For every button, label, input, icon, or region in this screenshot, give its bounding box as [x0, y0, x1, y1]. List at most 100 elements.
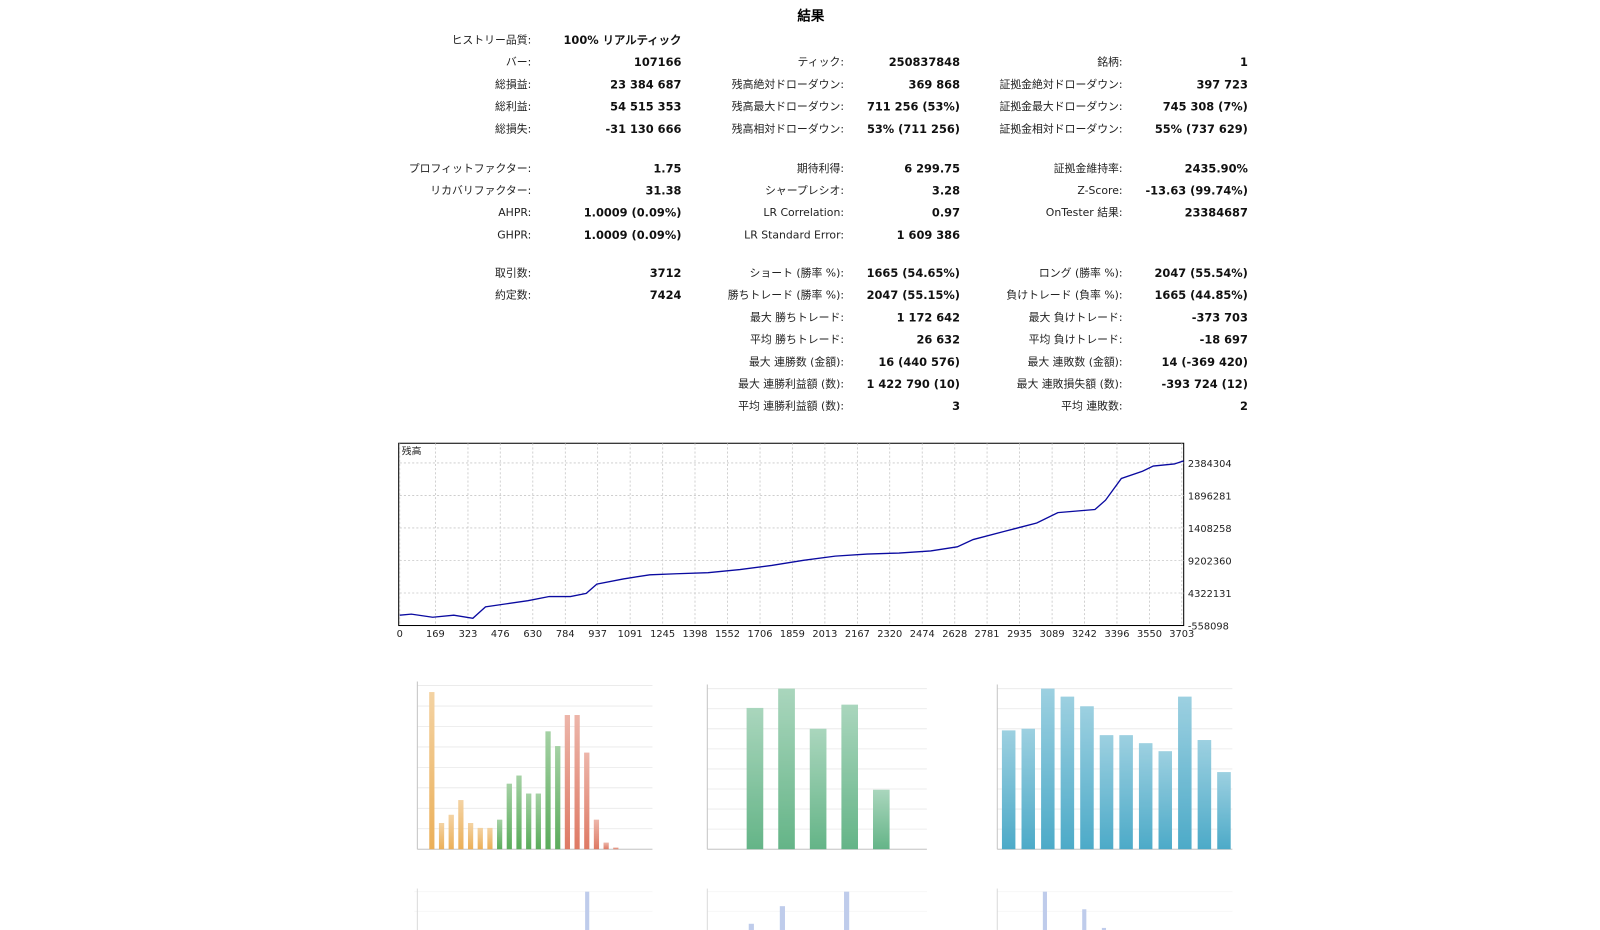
bar-shine [555, 746, 561, 850]
stat-value: 26 632 [916, 333, 960, 347]
x-tick-label: 2167 [845, 629, 870, 640]
faded-bar [1042, 891, 1047, 930]
bar-shine [526, 793, 532, 850]
stat-label: 総利益: [495, 99, 531, 113]
equity-line [399, 460, 1184, 619]
stat-label: OnTester 結果: [1046, 205, 1123, 219]
stat-label: シャープレシオ: [765, 184, 844, 197]
bar-shine [841, 704, 858, 850]
stat-value: 16 (440 576) [878, 355, 960, 369]
bar-shine [497, 819, 503, 850]
stat-label: 最大 負けトレード: [1029, 310, 1123, 324]
x-tick-label: 323 [459, 629, 478, 640]
bar-shine [1021, 728, 1035, 850]
stat-label: LR Standard Error: [744, 228, 844, 241]
stat-value: 1 422 790 (10) [866, 377, 960, 391]
bar-shine [1080, 706, 1094, 850]
stat-label: 総損失: [495, 121, 531, 135]
stat-value: 23 384 687 [610, 77, 681, 91]
bar-shine [467, 823, 474, 850]
faded-bar [585, 891, 590, 930]
stat-label: 証拠金相対ドローダウン: [999, 121, 1122, 135]
x-tick-label: 2781 [975, 629, 1000, 640]
stat-value: 6 299.75 [904, 161, 960, 175]
stat-label: 最大 勝ちトレード: [750, 310, 844, 324]
stat-value: 3712 [650, 266, 682, 280]
stat-label: 最大 連勝利益額 (数): [738, 376, 844, 390]
bar-shine [574, 715, 580, 850]
bar-shine [1178, 696, 1192, 850]
bar-shine [516, 775, 522, 850]
stat-value: 1665 (54.65%) [867, 266, 960, 280]
bar-shine [1041, 688, 1055, 850]
stat-value: 54 515 353 [610, 100, 681, 114]
bar-shine [1099, 735, 1114, 850]
stat-label: ヒストリー品質: [452, 32, 532, 46]
stat-label: Z-Score: [1077, 184, 1122, 197]
stat-label: 取引数: [495, 265, 531, 279]
x-tick-label: 2474 [910, 629, 935, 640]
x-tick-label: 3396 [1104, 629, 1129, 640]
stat-value: 3 [952, 399, 960, 413]
bar-shine [458, 800, 464, 850]
bar-shine [1001, 730, 1016, 850]
stat-value: 1 172 642 [897, 310, 960, 324]
stat-label: ティック: [798, 56, 844, 69]
bar-shine [746, 707, 764, 850]
x-tick-label: 2935 [1007, 629, 1032, 640]
x-tick-label: 169 [426, 629, 445, 640]
faded-bar [844, 891, 850, 930]
faded-bar [779, 906, 785, 930]
stat-value: 107166 [634, 55, 682, 69]
x-tick-label: 1706 [748, 629, 773, 640]
stat-value: 1.75 [653, 161, 681, 175]
bar-shine [448, 814, 454, 850]
stat-label: 勝ちトレード (勝率 %): [728, 288, 844, 302]
stat-value: 397 723 [1196, 77, 1248, 91]
bar-shine [1138, 743, 1153, 850]
bar-shine [584, 752, 590, 850]
stat-label: プロフィットファクター: [409, 162, 531, 175]
y-tick-label: 1408258 [1188, 524, 1232, 535]
x-tick-label: 1245 [650, 629, 675, 640]
stat-value: 2 [1240, 399, 1248, 413]
bar-shine [1119, 735, 1133, 850]
equity-plot [398, 442, 1185, 627]
stat-value: 23384687 [1185, 206, 1248, 220]
bar-shine [1217, 772, 1231, 850]
x-tick-label: 2628 [942, 629, 967, 640]
x-tick-label: 476 [491, 629, 510, 640]
faded-bar [1082, 909, 1087, 930]
stat-label: 最大 連敗損失額 (数): [1017, 376, 1123, 390]
stat-label: 残高相対ドローダウン: [732, 121, 844, 135]
stat-value: 53% (711 256) [867, 122, 960, 136]
x-tick-label: 630 [523, 629, 542, 640]
x-tick-label: 3703 [1169, 629, 1194, 640]
stat-label: GHPR: [497, 228, 531, 241]
stat-label: 証拠金絶対ドローダウン: [999, 77, 1122, 91]
y-tick-label: 1896281 [1188, 491, 1232, 502]
stat-value: 14 (-369 420) [1162, 355, 1248, 369]
bar-shine [1197, 740, 1212, 850]
y-tick-label: 4322131 [1188, 589, 1232, 600]
stat-value: 250837848 [889, 55, 960, 69]
equity-title: 残高 [402, 445, 422, 458]
stat-label: リカバリファクター: [430, 184, 531, 197]
stat-value: 745 308 (7%) [1163, 100, 1248, 114]
bar-shine [873, 789, 890, 850]
stat-value: 7424 [650, 288, 682, 302]
stat-value: 2435.90% [1185, 161, 1249, 175]
stat-value: -13.63 (99.74%) [1145, 184, 1247, 198]
stat-label: 残高絶対ドローダウン: [732, 77, 844, 91]
bar-shine [1060, 696, 1075, 850]
x-tick-label: 1859 [780, 629, 805, 640]
bar-shine [438, 823, 445, 850]
stat-value: 55% (737 629) [1155, 122, 1248, 136]
stat-label: ショート (勝率 %): [749, 265, 844, 279]
stat-value: 1 609 386 [897, 228, 960, 242]
stat-label: 平均 負けトレード: [1029, 333, 1123, 346]
stat-label: 残高最大ドローダウン: [732, 99, 844, 113]
bar-shine [603, 842, 609, 850]
bar-shine [477, 827, 483, 850]
